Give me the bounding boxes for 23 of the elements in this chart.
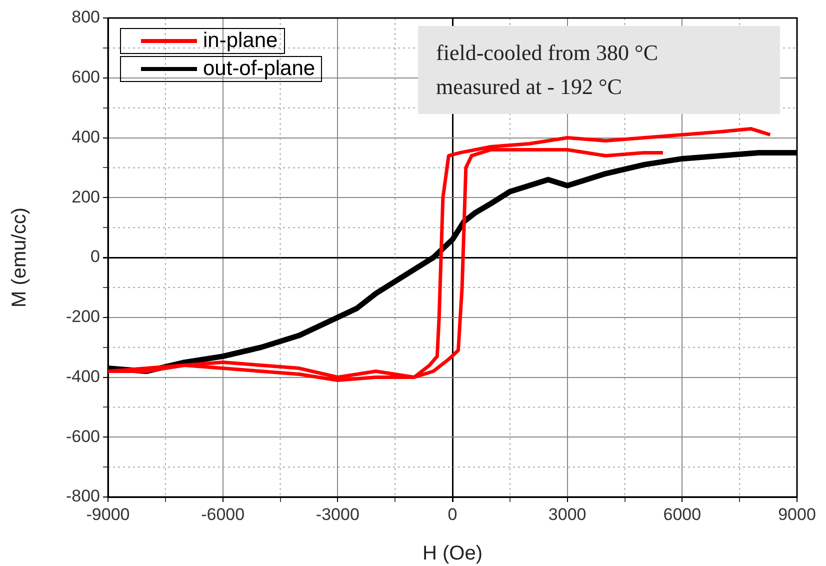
x-tick-label: 0 (448, 504, 458, 524)
y-tick-label: 400 (72, 127, 100, 146)
annotation: measured at - 192 °C (436, 73, 623, 101)
y-tick-label: 800 (72, 8, 100, 27)
x-tick-label: 6000 (663, 504, 702, 524)
y-tick-label: 200 (72, 187, 100, 206)
x-tick-label: 9000 (778, 504, 816, 524)
x-tick-label: 3000 (548, 504, 586, 524)
x-tick-label: -6000 (201, 504, 245, 524)
y-tick-label: 0 (90, 247, 100, 266)
y-tick-label: -800 (66, 486, 100, 506)
legend-label: in-plane (203, 29, 278, 53)
y-tick-label: -200 (66, 307, 100, 326)
x-tick-label: -9000 (86, 504, 130, 524)
x-tick-label: -3000 (316, 504, 360, 524)
note-panel: field-cooled from 380 °C measured at - 192 °C (418, 26, 780, 114)
x-axis-title: H (Oe) (422, 542, 482, 565)
legend-label: out-of-plane (203, 57, 316, 81)
y-axis-title: M (emu/cc) (8, 208, 31, 308)
annotation: field-cooled from 380 °C (436, 39, 660, 67)
y-tick-label: -600 (66, 426, 100, 446)
y-tick-label: 600 (72, 68, 100, 87)
y-tick-label: -400 (66, 366, 100, 386)
